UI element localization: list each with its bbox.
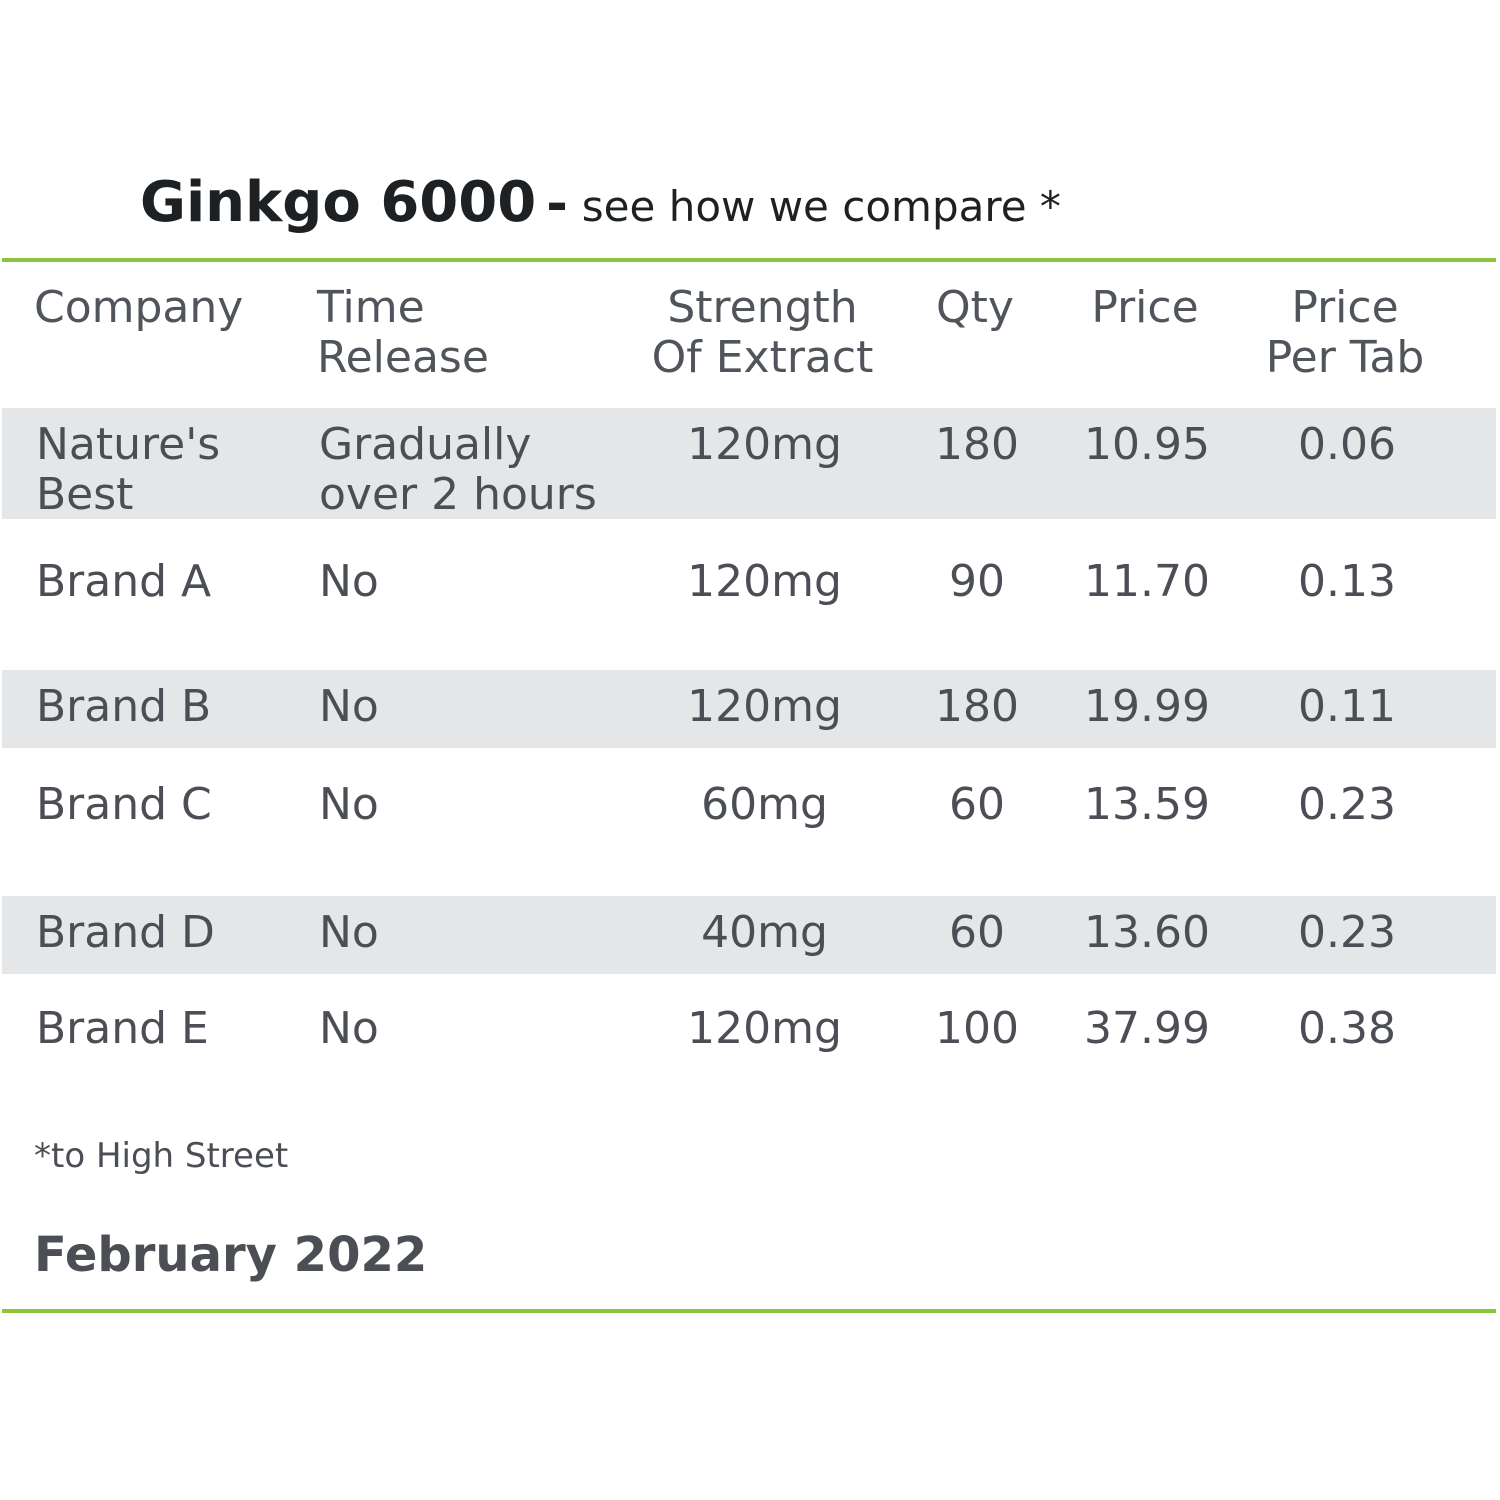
footnote: *to High Street bbox=[34, 1136, 289, 1176]
cell-company-line-1: Brand A bbox=[36, 556, 212, 607]
cell-qty: 60 bbox=[949, 779, 1005, 830]
cell-company: Brand B bbox=[36, 682, 296, 732]
cell-company: Brand C bbox=[36, 780, 296, 830]
header-strength: Strength Of Extract bbox=[630, 283, 895, 383]
cell-qty: 100 bbox=[935, 1003, 1019, 1054]
header-price-line-1: Price bbox=[1091, 282, 1199, 333]
header-strength-line-1: Strength bbox=[667, 282, 858, 333]
cell-time-release: No bbox=[319, 908, 649, 958]
cell-price: 13.59 bbox=[1084, 779, 1210, 830]
cell-company-line-1: Brand B bbox=[36, 681, 212, 732]
header-time-release-line-2: Release bbox=[317, 332, 489, 383]
cell-price-per-tab: 0.38 bbox=[1298, 1003, 1396, 1054]
header-price-per-tab-line-1: Price bbox=[1291, 282, 1399, 333]
title-main: Ginkgo 6000 bbox=[140, 170, 537, 235]
cell-strength: 120mg bbox=[687, 1003, 842, 1054]
cell-qty: 180 bbox=[935, 681, 1019, 732]
date-label: February 2022 bbox=[34, 1227, 428, 1283]
table-row: Brand A No 120mg 90 11.70 0.13 bbox=[2, 545, 1496, 653]
header-time-release: Time Release bbox=[317, 283, 647, 383]
header-qty: Qty bbox=[905, 283, 1045, 333]
cell-strength: 40mg bbox=[701, 907, 828, 958]
cell-qty: 90 bbox=[949, 556, 1005, 607]
cell-company: Nature's Best bbox=[36, 420, 296, 520]
cell-time-release-line-2: over 2 hours bbox=[319, 469, 597, 520]
cell-time-release-line-1: No bbox=[319, 1003, 379, 1054]
cell-time-release: No bbox=[319, 557, 649, 607]
top-green-rule bbox=[2, 258, 1496, 262]
cell-strength: 120mg bbox=[687, 419, 842, 470]
header-price-per-tab: Price Per Tab bbox=[1245, 283, 1445, 383]
cell-price: 13.60 bbox=[1084, 907, 1210, 958]
cell-company: Brand D bbox=[36, 908, 296, 958]
cell-price-per-tab: 0.23 bbox=[1298, 907, 1396, 958]
table-header: Company Time Release Strength Of Extract… bbox=[0, 283, 1500, 393]
cell-company-line-1: Brand E bbox=[36, 1003, 209, 1054]
header-time-release-line-1: Time bbox=[317, 282, 425, 333]
title-subtitle: see how we compare * bbox=[581, 182, 1061, 231]
header-strength-line-2: Of Extract bbox=[651, 332, 874, 383]
header-price-per-tab-line-2: Per Tab bbox=[1265, 332, 1425, 383]
cell-time-release-line-1: No bbox=[319, 556, 379, 607]
cell-company: Brand E bbox=[36, 1004, 296, 1054]
table-row: Brand C No 60mg 60 13.59 0.23 bbox=[2, 768, 1496, 876]
cell-time-release-line-1: Gradually bbox=[319, 419, 532, 470]
table-row: Brand B No 120mg 180 19.99 0.11 bbox=[2, 670, 1496, 748]
cell-time-release: No bbox=[319, 780, 649, 830]
title-separator: - bbox=[546, 174, 568, 234]
cell-company-line-1: Brand D bbox=[36, 907, 215, 958]
cell-time-release-line-1: No bbox=[319, 779, 379, 830]
cell-price-per-tab: 0.23 bbox=[1298, 779, 1396, 830]
table-row: Brand D No 40mg 60 13.60 0.23 bbox=[2, 896, 1496, 974]
cell-price: 11.70 bbox=[1084, 556, 1210, 607]
cell-price-per-tab: 0.13 bbox=[1298, 556, 1396, 607]
cell-time-release-line-1: No bbox=[319, 681, 379, 732]
cell-time-release-line-1: No bbox=[319, 907, 379, 958]
cell-strength: 60mg bbox=[701, 779, 828, 830]
cell-company: Brand A bbox=[36, 557, 296, 607]
cell-time-release: Gradually over 2 hours bbox=[319, 420, 649, 520]
cell-time-release: No bbox=[319, 682, 649, 732]
table-row: Nature's Best Gradually over 2 hours 120… bbox=[2, 408, 1496, 520]
page-title: Ginkgo 6000- see how we compare * bbox=[140, 170, 1061, 235]
cell-strength: 120mg bbox=[687, 681, 842, 732]
cell-price-per-tab: 0.06 bbox=[1298, 419, 1396, 470]
cell-strength: 120mg bbox=[687, 556, 842, 607]
cell-price: 37.99 bbox=[1084, 1003, 1210, 1054]
table-row: Brand E No 120mg 100 37.99 0.38 bbox=[2, 992, 1496, 1100]
cell-price: 19.99 bbox=[1084, 681, 1210, 732]
cell-company-line-1: Brand C bbox=[36, 779, 212, 830]
cell-price-per-tab: 0.11 bbox=[1298, 681, 1396, 732]
header-company: Company bbox=[34, 283, 294, 333]
header-company-line-1: Company bbox=[34, 282, 244, 333]
cell-company-line-1: Nature's bbox=[36, 419, 221, 470]
cell-company-line-2: Best bbox=[36, 469, 134, 520]
cell-time-release: No bbox=[319, 1004, 649, 1054]
cell-qty: 180 bbox=[935, 419, 1019, 470]
header-price: Price bbox=[1065, 283, 1225, 333]
cell-qty: 60 bbox=[949, 907, 1005, 958]
bottom-green-rule bbox=[2, 1309, 1496, 1313]
header-qty-line-1: Qty bbox=[936, 282, 1014, 333]
cell-price: 10.95 bbox=[1084, 419, 1210, 470]
